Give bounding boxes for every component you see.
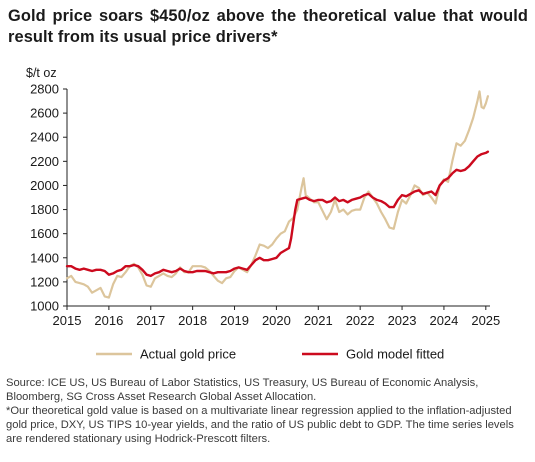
- y-tick-label: 1600: [30, 226, 59, 241]
- legend-label: Actual gold price: [140, 347, 236, 362]
- y-tick-label: 1400: [30, 250, 59, 265]
- x-tick-label: 2024: [429, 313, 458, 328]
- x-tick-label: 2021: [304, 313, 333, 328]
- y-tick-label: 1800: [30, 202, 59, 217]
- x-tick-label: 2017: [136, 313, 165, 328]
- axes: $/t oz 1000 1200 1400 1600 1800 2000 2200 2400 26…: [26, 66, 500, 328]
- y-tick-label: 2800: [30, 82, 59, 97]
- x-tick-label: 2016: [94, 313, 123, 328]
- gold-price-chart: $/t oz 1000 1200 1400 1600 1800 2000 2200 2400 26…: [26, 66, 500, 362]
- gold-model-fitted-line: [65, 150, 490, 278]
- legend-gold-model-fitted: Gold model fitted: [302, 347, 444, 362]
- x-tick-label: 2020: [262, 313, 291, 328]
- x-tick-label: 2019: [220, 313, 249, 328]
- legend: Actual gold price Gold model fitted: [96, 347, 444, 362]
- legend-actual-gold-price: Actual gold price: [96, 347, 236, 362]
- y-tick-label: 2000: [30, 178, 59, 193]
- x-tick-label: 2022: [346, 313, 375, 328]
- chart-title: Gold price soars $450/oz above the theor…: [8, 7, 528, 46]
- y-tick-label: 1200: [30, 274, 59, 289]
- y-axis-unit-label: $/t oz: [26, 66, 57, 80]
- y-tick-label: 1000: [30, 299, 59, 314]
- legend-label: Gold model fitted: [346, 347, 444, 362]
- chart-area: $/t oz 1000 1200 1400 1600 1800 2000 2200 2400 26…: [0, 60, 535, 370]
- x-tick-label: 2018: [178, 313, 207, 328]
- x-tick-label: 2023: [388, 313, 417, 328]
- footnote-text: *Our theoretical gold value is based on …: [6, 405, 514, 445]
- y-tick-label: 2600: [30, 106, 59, 121]
- series-layer: [65, 90, 490, 299]
- y-tick-label: 2200: [30, 154, 59, 169]
- source-notes: Source: ICE US, US Bureau of Labor Stati…: [6, 376, 530, 446]
- x-tick-label: 2015: [53, 313, 82, 328]
- source-text: Source: ICE US, US Bureau of Labor Stati…: [6, 377, 479, 403]
- y-tick-label: 2400: [30, 130, 59, 145]
- x-tick-label: 2025: [471, 313, 500, 328]
